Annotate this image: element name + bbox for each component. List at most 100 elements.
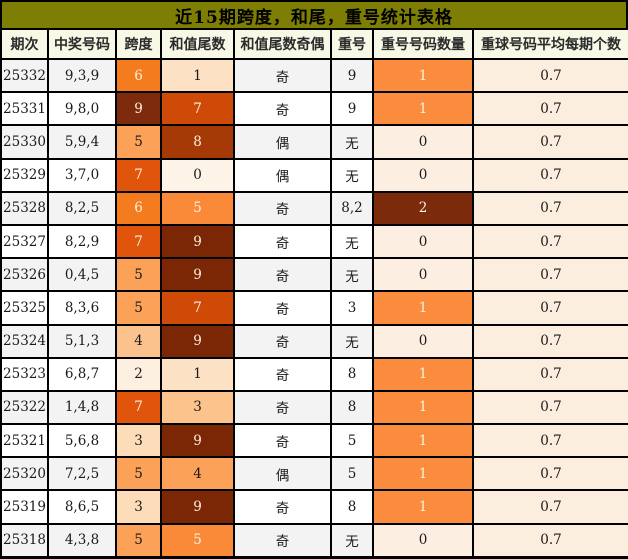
cell-tail: 0 [160,157,235,193]
cell-tail: 9 [160,323,235,359]
cell-repeat: 无 [330,157,374,193]
table-row: 25324 5,1,3 4 9 奇无 0 0.7 [0,323,628,359]
cell-repeat: 无 [330,257,374,293]
cell-avg: 0.7 [472,356,628,392]
cell-numbers: 0,4,5 [47,257,117,293]
cell-parity: 奇 [233,223,332,260]
cell-repeat: 8,2 [330,190,374,226]
cell-tail: 7 [160,290,235,326]
cell-span: 5 [115,257,162,293]
cell-span: 5 [115,522,162,558]
cell-span: 5 [115,124,162,160]
cell-repeat: 5 [330,456,374,492]
cell-count: 0 [372,323,474,359]
cell-parity: 奇 [233,489,332,525]
cell-parity: 奇 [233,190,332,226]
cell-tail: 9 [160,257,235,293]
cell-avg: 0.7 [472,489,628,525]
cell-period: 25320 [0,456,49,492]
cell-numbers: 8,3,6 [47,290,117,326]
table-title: 近15期跨度，和尾，重号统计表格 [175,7,453,28]
cell-span: 3 [115,489,162,525]
table-row: 25330 5,9,4 5 8 偶无 0 0.7 [0,124,628,160]
cell-tail: 7 [160,91,235,127]
cell-span: 6 [115,190,162,226]
cell-count: 2 [372,190,474,226]
table-row: 25322 1,4,8 7 3 奇 8 1 0.7 [0,389,628,426]
table-row: 25328 8,2,5 6 5 奇 8,2 2 0.7 [0,190,628,226]
cell-repeat: 9 [330,91,374,127]
table-row: 25327 8,2,9 7 9 奇无 0 0.7 [0,223,628,260]
cell-count: 0 [372,257,474,293]
cell-span: 7 [115,157,162,193]
cell-repeat: 无 [330,124,374,160]
cell-numbers: 9,3,9 [47,57,117,94]
cell-avg: 0.7 [472,57,628,94]
cell-tail: 9 [160,423,235,459]
table-row: 25331 9,8,0 9 7 奇 9 1 0.7 [0,91,628,127]
cell-parity: 奇 [233,323,332,359]
cell-numbers: 5,6,8 [47,423,117,459]
table-row: 25323 6,8,7 2 1 奇 8 1 0.7 [0,356,628,392]
header-row: 期次 中奖号码 跨度 和值尾数 和值尾数奇偶 重号 重号号码数量 重球号码平均每期个数 [0,28,628,60]
cell-repeat: 8 [330,489,374,525]
cell-span: 5 [115,290,162,326]
table-row: 25320 7,2,5 5 4 偶 5 1 0.7 [0,456,628,492]
cell-period: 25328 [0,190,49,226]
cell-repeat: 8 [330,356,374,392]
column-header-period: 期次 [0,28,49,60]
cell-span: 6 [115,57,162,94]
cell-avg: 0.7 [472,389,628,426]
cell-count: 1 [372,456,474,492]
cell-period: 25332 [0,57,49,94]
cell-numbers: 5,1,3 [47,323,117,359]
cell-repeat: 无 [330,323,374,359]
cell-period: 25330 [0,124,49,160]
cell-avg: 0.7 [472,423,628,459]
cell-repeat: 无 [330,223,374,260]
cell-count: 0 [372,522,474,558]
cell-span: 9 [115,91,162,127]
cell-count: 1 [372,57,474,94]
cell-span: 7 [115,223,162,260]
cell-parity: 偶 [233,157,332,193]
stats-table: 期次 中奖号码 跨度 和值尾数 和值尾数奇偶 重号 重号号码数量 重球号码平均每期个数 253… [0,28,628,558]
column-header-repeat: 重号 [330,28,374,60]
cell-span: 7 [115,389,162,426]
table-row: 25318 4,3,8 5 5 奇无 0 0.7 [0,522,628,558]
cell-count: 0 [372,223,474,260]
cell-avg: 0.7 [472,157,628,193]
table-row: 25329 3,7,0 7 0 偶无 0 0.7 [0,157,628,193]
cell-tail: 9 [160,223,235,260]
cell-numbers: 7,2,5 [47,456,117,492]
cell-period: 25318 [0,522,49,558]
column-header-parity: 和值尾数奇偶 [233,28,332,60]
cell-count: 1 [372,91,474,127]
cell-avg: 0.7 [472,323,628,359]
table-row: 25319 8,6,5 3 9 奇 8 1 0.7 [0,489,628,525]
table-row: 25326 0,4,5 5 9 奇无 0 0.7 [0,257,628,293]
cell-tail: 8 [160,124,235,160]
cell-period: 25319 [0,489,49,525]
cell-repeat: 5 [330,423,374,459]
cell-numbers: 5,9,4 [47,124,117,160]
column-header-avg: 重球号码平均每期个数 [472,28,628,60]
table-row: 25325 8,3,6 5 7 奇 3 1 0.7 [0,290,628,326]
cell-avg: 0.7 [472,456,628,492]
table-body: 25332 9,3,9 6 1 奇 9 1 0.7 25331 9,8,0 9 7 奇 9 1 0.7 2533… [0,57,628,558]
cell-repeat: 8 [330,389,374,426]
cell-count: 0 [372,124,474,160]
cell-avg: 0.7 [472,257,628,293]
cell-avg: 0.7 [472,223,628,260]
cell-period: 25321 [0,423,49,459]
cell-count: 1 [372,356,474,392]
cell-span: 5 [115,456,162,492]
cell-count: 1 [372,389,474,426]
cell-parity: 奇 [233,57,332,94]
cell-parity: 奇 [233,522,332,558]
cell-parity: 奇 [233,389,332,426]
cell-period: 25324 [0,323,49,359]
cell-period: 25322 [0,389,49,426]
cell-repeat: 无 [330,522,374,558]
